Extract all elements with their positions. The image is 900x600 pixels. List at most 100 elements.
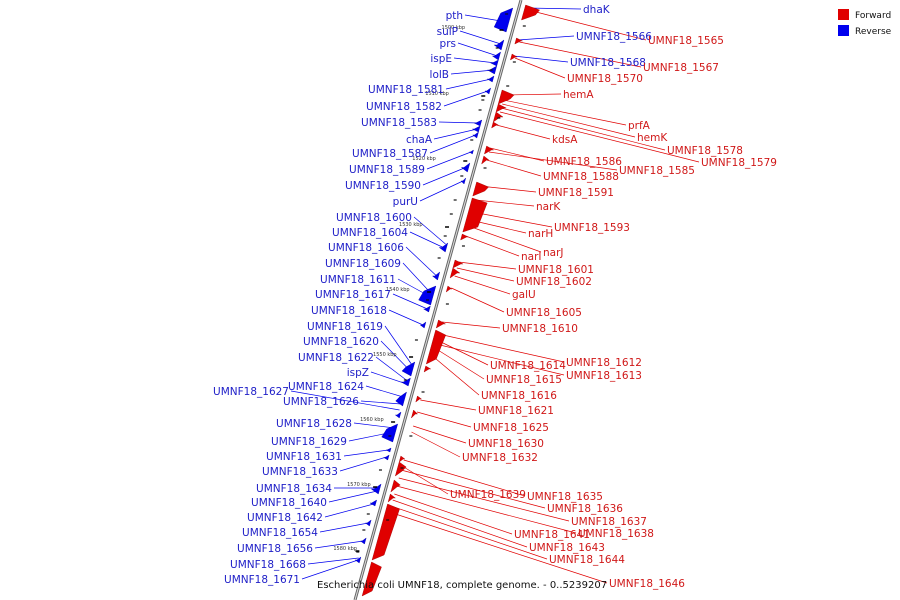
- forward-gene: [481, 155, 490, 165]
- forward-gene-label: UMNF18_1641: [514, 529, 590, 541]
- reverse-gene-label: UMNF18_1634: [256, 483, 332, 495]
- reverse-gene-label: dhaK: [583, 4, 611, 16]
- reverse-gene: [394, 411, 402, 419]
- backbone-highlight: [354, 0, 522, 600]
- forward-gene-label: galU: [512, 289, 536, 301]
- forward-connector: [434, 347, 485, 380]
- reverse-connector: [433, 128, 478, 140]
- coordinate-ticks: 1500 kbp 1510 kbp 1520 kbp 1530 kbp 1540 kbp…: [333, 25, 504, 552]
- forward-gene-label: UMNF18_1632: [462, 452, 538, 464]
- reverse-connector: [343, 449, 389, 457]
- forward-connector: [435, 343, 565, 376]
- reverse-connector: [328, 490, 378, 503]
- forward-gene-label: UMNF18_1639: [450, 489, 526, 501]
- reverse-connector: [392, 293, 428, 310]
- forward-connector: [451, 287, 505, 313]
- reverse-gene: [460, 162, 471, 173]
- forward-connector: [389, 511, 608, 584]
- reverse-gene: [381, 423, 399, 443]
- forward-gene: [361, 561, 382, 597]
- reverse-connector: [413, 216, 446, 245]
- reverse-gene: [460, 177, 467, 185]
- reverse-gene-label: UMNF18_1611: [320, 274, 396, 286]
- reverse-gene-label: UMNF18_1582: [366, 101, 442, 113]
- reverse-gene-label: UMNF18_1622: [298, 352, 374, 364]
- forward-gene: [435, 319, 447, 329]
- forward-gene: [514, 37, 523, 45]
- legend-forward-label: Forward: [855, 11, 891, 21]
- reverse-gene: [418, 285, 437, 306]
- reverse-gene-label: UMNF18_1604: [332, 227, 408, 239]
- reverse-connector: [301, 559, 359, 580]
- forward-connector: [436, 339, 489, 366]
- forward-gene-label: prfA: [628, 120, 651, 132]
- forward-connector: [465, 235, 520, 257]
- reverse-connector: [339, 456, 387, 472]
- reverse-gene-label: sulP: [437, 26, 458, 38]
- reverse-connector: [388, 309, 424, 326]
- forward-gene-label: UMNF18_1591: [538, 187, 614, 199]
- forward-gene-label: narH: [528, 228, 553, 240]
- forward-connector: [392, 499, 528, 548]
- reverse-connector: [426, 151, 472, 170]
- reverse-gene-label: UMNF18_1590: [345, 180, 421, 192]
- reverse-connector: [319, 522, 369, 533]
- forward-gene-label: UMNF18_1614: [490, 360, 566, 372]
- forward-gene-label: UMNF18_1586: [546, 156, 622, 168]
- tick-label: 1560 kbp: [360, 417, 384, 423]
- forward-gene-label: UMNF18_1638: [578, 528, 654, 540]
- forward-connector: [475, 199, 535, 207]
- forward-connector: [420, 399, 477, 411]
- reverse-gene-label: UMNF18_1568: [570, 57, 646, 69]
- forward-gene: [410, 409, 419, 419]
- forward-gene: [390, 479, 401, 493]
- forward-connector: [394, 493, 513, 535]
- reverse-connector: [360, 400, 402, 405]
- reverse-connector: [445, 78, 492, 90]
- reverse-gene: [401, 361, 416, 377]
- forward-gene-label: UMNF18_1565: [648, 35, 724, 47]
- forward-connector: [514, 57, 566, 79]
- legend-forward-swatch: [838, 9, 849, 20]
- forward-connector: [416, 411, 472, 428]
- forward-connector: [488, 151, 618, 171]
- forward-gene-label: hemA: [563, 89, 594, 101]
- forward-gene-label: UMNF18_1585: [619, 165, 695, 177]
- reverse-gene: [359, 537, 367, 545]
- forward-gene: [387, 493, 396, 503]
- reverse-connector: [409, 231, 445, 249]
- forward-gene-label: UMNF18_1610: [502, 323, 578, 335]
- reverse-gene: [468, 149, 474, 155]
- reverse-gene-label: ispE: [430, 53, 452, 65]
- reverse-connector: [450, 69, 494, 75]
- reverse-gene: [354, 556, 362, 564]
- tick-label: 1540 kbp: [386, 287, 410, 293]
- forward-connector: [499, 111, 700, 163]
- tick-label: 1500 kbp: [442, 25, 466, 31]
- reverse-gene-label: lolB: [430, 69, 449, 81]
- gene-features: [354, 4, 540, 597]
- reverse-gene-label: UMNF18_1581: [368, 84, 444, 96]
- forward-gene-label: UMNF18_1615: [486, 374, 562, 386]
- reverse-gene-label: UMNF18_1620: [303, 336, 379, 348]
- forward-connector: [401, 465, 449, 495]
- reverse-connector: [517, 35, 575, 41]
- reverse-gene: [370, 483, 382, 495]
- forward-gene-label: UMNF18_1637: [571, 516, 647, 528]
- reverse-gene-label: UMNF18_1631: [266, 451, 342, 463]
- forward-gene-label: UMNF18_1579: [701, 157, 777, 169]
- reverse-gene-label: UMNF18_1609: [325, 258, 401, 270]
- tick-label: 1550 kbp: [373, 352, 397, 358]
- reverse-gene-label: UMNF18_1618: [311, 305, 387, 317]
- legend-reverse-label: Reverse: [855, 27, 892, 37]
- reverse-gene: [400, 377, 411, 387]
- forward-gene-label: UMNF18_1625: [473, 422, 549, 434]
- forward-gene-label: UMNF18_1643: [529, 542, 605, 554]
- forward-gene-label: narK: [536, 201, 561, 213]
- reverse-connector: [419, 180, 464, 202]
- forward-gene: [484, 145, 495, 155]
- reverse-gene-label: UMNF18_1629: [271, 436, 347, 448]
- reverse-gene-label: UMNF18_1656: [237, 543, 313, 555]
- reverse-gene: [385, 447, 392, 453]
